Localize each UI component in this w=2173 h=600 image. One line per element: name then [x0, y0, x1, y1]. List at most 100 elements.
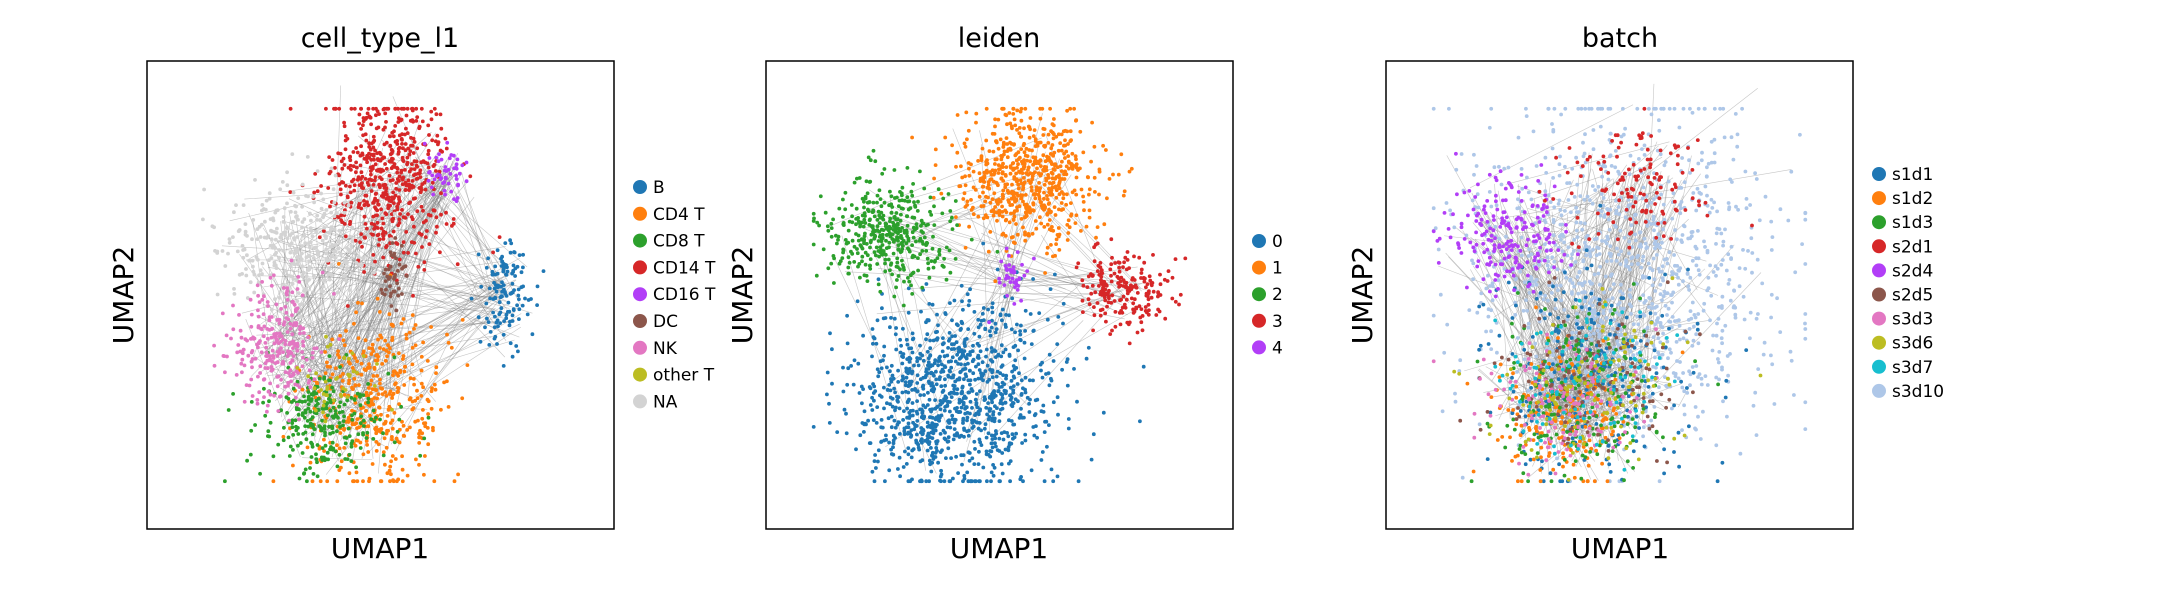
point-2-1929 [873, 159, 878, 164]
point-cd8-t-1527 [294, 405, 299, 410]
point-na-1093 [319, 206, 324, 211]
point-cd4-t-875 [398, 370, 403, 375]
point-cd4-t-552 [413, 323, 418, 327]
point-b-1920 [476, 252, 481, 257]
point-1-1647 [966, 161, 971, 165]
point-2-1972 [854, 232, 858, 236]
point-cd4-t-894 [442, 380, 446, 385]
point-0-816 [984, 452, 989, 457]
point-cd4-t-634 [456, 472, 460, 477]
point-cd4-t-622 [397, 351, 401, 356]
point-cd8-t-1423 [373, 415, 378, 420]
point-cd8-t-1419 [311, 472, 316, 476]
point-na-1127 [333, 255, 337, 260]
point-0-478 [868, 386, 873, 391]
point-nk-1638 [271, 273, 276, 278]
point-cd4-t-818 [388, 389, 393, 394]
point-2-1993 [878, 233, 883, 238]
point-cd4-t-869 [323, 350, 327, 354]
point-2-1712 [872, 214, 877, 219]
point-2-1925 [860, 254, 865, 259]
point-1-1146 [1093, 190, 1097, 194]
point-1-1557 [963, 174, 967, 179]
point-cd14-t-110 [408, 149, 413, 154]
point-cd8-t-1358 [378, 417, 382, 422]
point-0-883 [878, 359, 883, 364]
point-cd4-t-885 [356, 438, 360, 443]
point-cd8-t-1336 [349, 441, 354, 446]
point-dc-1978 [384, 287, 388, 292]
point-cd4-t-626 [325, 360, 329, 365]
point-1-1407 [1012, 117, 1017, 122]
point-0-227 [941, 336, 945, 340]
point-cd8-t-1324 [333, 449, 338, 454]
point-b-1850 [496, 324, 500, 329]
graph-edge-280 [362, 171, 463, 390]
point-0-658 [977, 368, 982, 372]
point-0-370 [914, 409, 919, 414]
legend-label: NA [653, 392, 678, 412]
point-cd4-t-912 [425, 359, 430, 363]
point-2-2016 [858, 275, 862, 280]
point-2-2095 [928, 209, 932, 214]
point-na-1144 [291, 277, 296, 281]
point-cd14-t-442 [315, 189, 320, 194]
point-0-108 [988, 454, 993, 459]
point-1-1041 [1029, 185, 1034, 190]
point-1-1562 [1056, 132, 1061, 137]
point-na-1217 [327, 277, 332, 282]
point-cd8-t-1276 [303, 467, 308, 472]
point-cd4-t-884 [388, 464, 393, 469]
point-0-963 [946, 373, 951, 378]
point-cd4-t-741 [419, 368, 424, 373]
point-na-1018 [267, 258, 271, 263]
point-1-1639 [1038, 158, 1043, 163]
point-0-1018 [992, 433, 997, 438]
point-0-590 [1032, 413, 1037, 418]
point-nk-1699 [258, 371, 262, 375]
point-2-2008 [863, 196, 868, 201]
point-cd14-t-435 [415, 209, 420, 214]
point-0-644 [921, 416, 926, 421]
point-cd4-t-924 [350, 422, 355, 427]
point-0-405 [887, 440, 891, 445]
graph-edge-66 [356, 287, 501, 358]
point-cd8-t-1335 [349, 444, 354, 449]
point-1-1556 [955, 150, 960, 155]
point-na-1076 [372, 270, 376, 275]
point-0-742 [916, 442, 921, 447]
point-0-515 [975, 405, 980, 410]
point-cd14-t-537 [390, 217, 394, 222]
point-0-712 [1056, 315, 1061, 319]
point-4-2320 [1032, 256, 1036, 261]
point-cd4-t-922 [342, 426, 347, 431]
point-0-421 [1010, 296, 1015, 301]
point-cd14-t-458 [395, 142, 400, 146]
point-0-771 [861, 333, 865, 338]
point-2-1770 [944, 277, 949, 282]
graph-edge-258 [286, 228, 410, 250]
point-0-545 [956, 471, 960, 475]
point-1-1599 [984, 159, 989, 164]
point-na-1153 [269, 228, 273, 233]
point-other-t-2044 [342, 356, 347, 360]
point-1-1393 [1031, 134, 1036, 139]
point-cd8-t-1458 [310, 432, 315, 437]
point-1-1508 [996, 171, 1001, 175]
point-4-2331 [1020, 262, 1024, 267]
point-0-806 [957, 345, 961, 350]
point-cd4-t-564 [412, 326, 416, 331]
point-b-1864 [511, 263, 516, 268]
graph-edge-301 [260, 282, 395, 373]
point-other-t-2053 [373, 384, 377, 388]
point-cd4-t-784 [391, 478, 395, 483]
point-1-1485 [1041, 168, 1045, 172]
point-0-1038 [1007, 442, 1012, 447]
graph-edge-37 [461, 172, 492, 293]
point-2-1776 [905, 166, 910, 170]
point-dc-1992 [404, 274, 409, 278]
point-na-1023 [392, 211, 397, 216]
point-0-664 [975, 355, 980, 360]
legend-marker [1252, 260, 1266, 275]
